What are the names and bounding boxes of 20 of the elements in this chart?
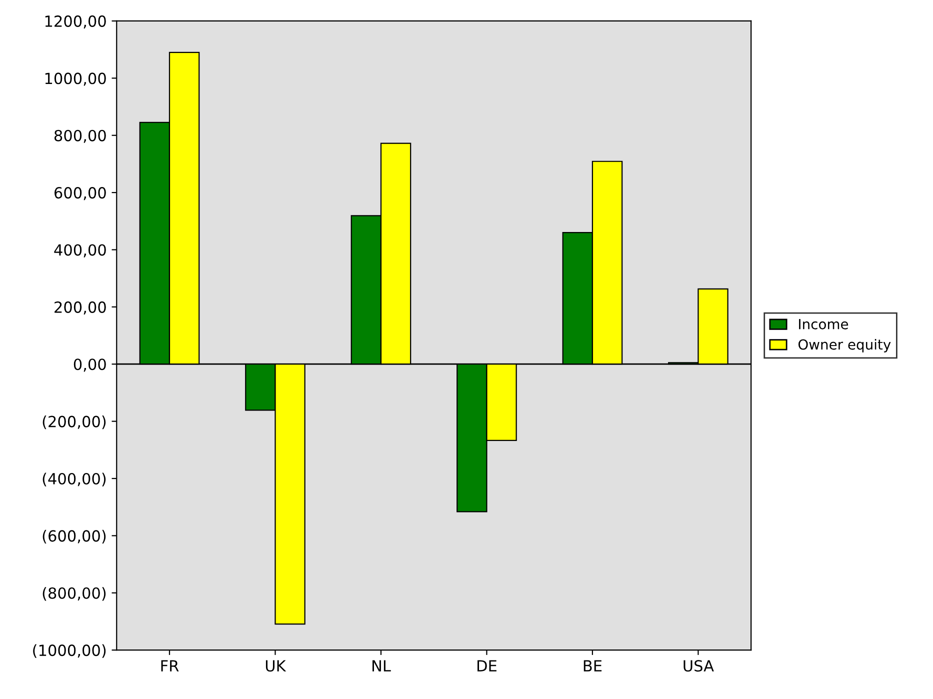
y-tick-label: 1000,00 [45, 72, 106, 86]
y-tick-label: (400,00) [42, 472, 106, 486]
x-tick-label: BE [584, 660, 602, 672]
y-tick-label: 400,00 [54, 244, 106, 258]
y-tick-label: (800,00) [42, 587, 106, 601]
y-tick-label: 1200,00 [45, 15, 106, 29]
x-tick-label: NL [372, 660, 391, 672]
y-tick-label: 0,00 [74, 358, 106, 372]
x-tick-label: FR [161, 660, 179, 672]
y-tick-label: (1000,00) [33, 644, 106, 658]
y-tick-label: 200,00 [54, 301, 106, 315]
legend-label: Owner equity [798, 338, 891, 352]
x-tick-label: UK [266, 660, 286, 672]
x-tick-label: USA [684, 660, 714, 672]
y-tick-label: 800,00 [54, 130, 106, 143]
x-tick-label: DE [478, 660, 496, 672]
legend-label: Income [799, 319, 848, 330]
y-tick-label: (200,00) [42, 416, 106, 430]
y-tick-label: 600,00 [54, 187, 106, 200]
y-tick-label: (600,00) [42, 530, 106, 544]
